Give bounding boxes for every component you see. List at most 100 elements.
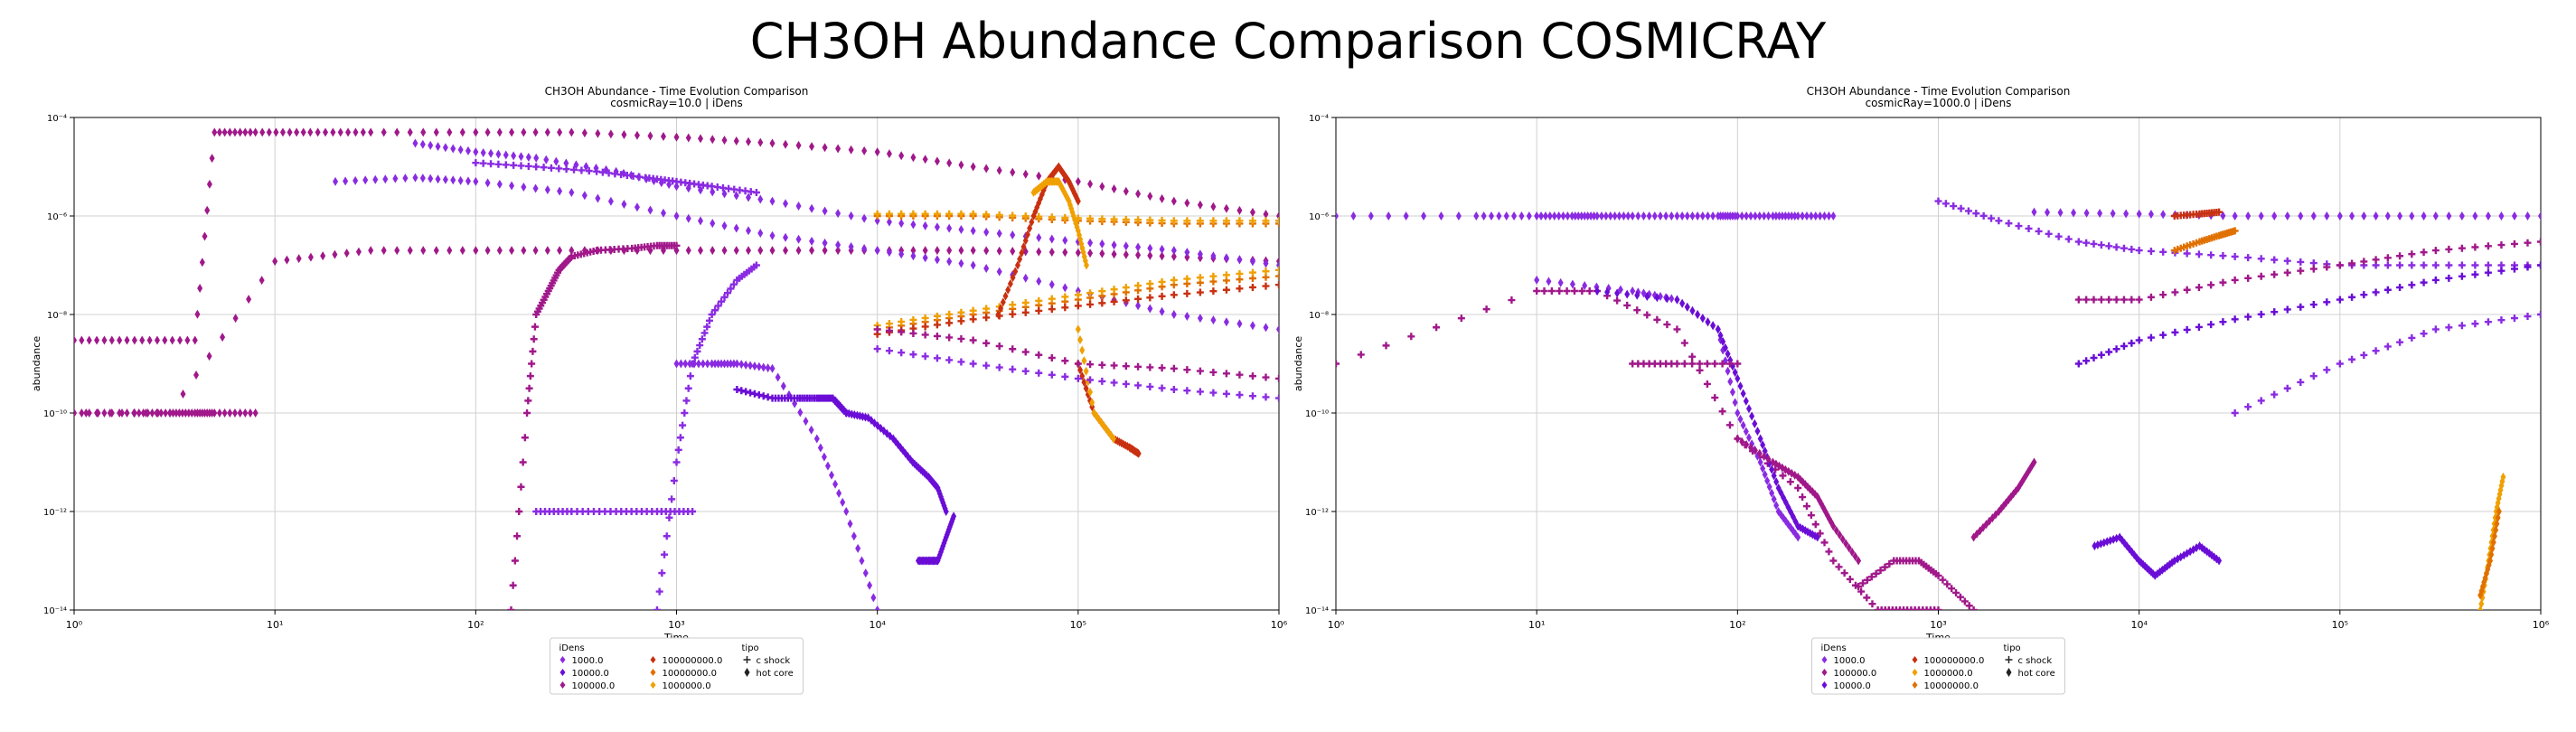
data-point [272, 257, 278, 267]
data-point [921, 314, 929, 322]
data-point [983, 227, 990, 237]
data-point [221, 127, 228, 137]
data-point [672, 458, 681, 466]
data-point [1722, 343, 1728, 352]
data-point [2135, 336, 2143, 344]
data-point [1696, 360, 1704, 368]
data-point [769, 196, 776, 206]
data-point [2097, 296, 2105, 304]
data-point [1718, 408, 1726, 416]
data-point [1756, 448, 1763, 458]
data-point [898, 210, 906, 218]
data-point [867, 580, 873, 590]
data-point [307, 252, 314, 262]
data-point [154, 335, 160, 345]
data-point [1876, 567, 1885, 575]
data-point [1010, 247, 1016, 257]
series-100000-0-c-shock [2074, 238, 2541, 304]
data-point [851, 531, 857, 541]
data-point [1569, 211, 1575, 221]
data-point [2323, 298, 2331, 306]
data-point [1122, 296, 1130, 305]
data-point [1197, 314, 1203, 324]
data-point [1036, 277, 1042, 286]
data-point [86, 335, 92, 345]
data-point [861, 145, 868, 155]
data-point [1020, 242, 1027, 252]
data-point [1196, 288, 1204, 296]
x-tick-label: 10³ [668, 619, 684, 631]
data-point [2485, 211, 2491, 221]
data-point [1782, 211, 1789, 221]
data-point [484, 127, 491, 137]
data-point [1473, 211, 1480, 221]
data-point [1744, 439, 1750, 449]
data-point [635, 173, 644, 181]
data-point [1036, 232, 1042, 242]
series-10000-0-hot-core [2092, 532, 2223, 580]
data-point [1170, 196, 1177, 206]
data-point [982, 314, 991, 322]
data-point [714, 302, 722, 310]
data-point [2015, 222, 2023, 230]
data-point [540, 164, 548, 172]
data-point [2257, 255, 2265, 263]
data-point [898, 317, 906, 325]
data-point [509, 181, 515, 191]
data-point [1210, 202, 1217, 211]
data-point [998, 304, 1004, 314]
data-point [2207, 281, 2215, 289]
data-point [1807, 511, 1815, 520]
data-point [2396, 284, 2404, 292]
data-point [2432, 211, 2439, 221]
data-point [1275, 220, 1279, 228]
data-point [957, 210, 965, 218]
data-point [957, 308, 965, 316]
data-point [1941, 200, 1950, 208]
data-point [1829, 557, 1838, 565]
data-point [442, 174, 448, 184]
data-point [544, 184, 550, 194]
data-point [617, 171, 625, 179]
data-point [1761, 451, 1767, 461]
data-point [1087, 179, 1094, 189]
data-point [1855, 582, 1863, 590]
data-point [1948, 585, 1956, 593]
data-point [2270, 390, 2279, 399]
data-point [824, 461, 831, 471]
data-point [1021, 308, 1029, 316]
data-point [578, 166, 586, 174]
data-point [2171, 328, 2179, 336]
data-point [1159, 244, 1165, 254]
data-point [1184, 312, 1190, 322]
data-point [734, 359, 740, 369]
data-point [184, 335, 191, 345]
data-point [665, 513, 673, 521]
data-point [783, 199, 789, 209]
data-point [1743, 396, 1749, 406]
data-point [907, 455, 914, 465]
data-point [1021, 348, 1029, 356]
data-point [1170, 217, 1178, 225]
data-point [2361, 211, 2367, 221]
y-tick-label: 10⁻¹⁰ [1305, 409, 1329, 419]
data-point [995, 342, 1003, 350]
data-point [294, 127, 300, 137]
series-100000-0-hot-core [74, 127, 1279, 345]
data-point [721, 246, 728, 256]
data-point [1035, 296, 1043, 305]
data-point [1914, 606, 1923, 610]
data-point [1048, 279, 1055, 289]
data-point [252, 127, 259, 137]
data-point [185, 408, 192, 418]
data-point [1657, 211, 1663, 221]
data-point [1625, 211, 1631, 221]
data-point [629, 172, 637, 180]
data-point [747, 361, 754, 371]
data-point [517, 162, 525, 170]
data-point [873, 325, 881, 333]
data-point [1623, 301, 1631, 309]
data-point [1526, 211, 1532, 221]
data-point [829, 470, 835, 480]
